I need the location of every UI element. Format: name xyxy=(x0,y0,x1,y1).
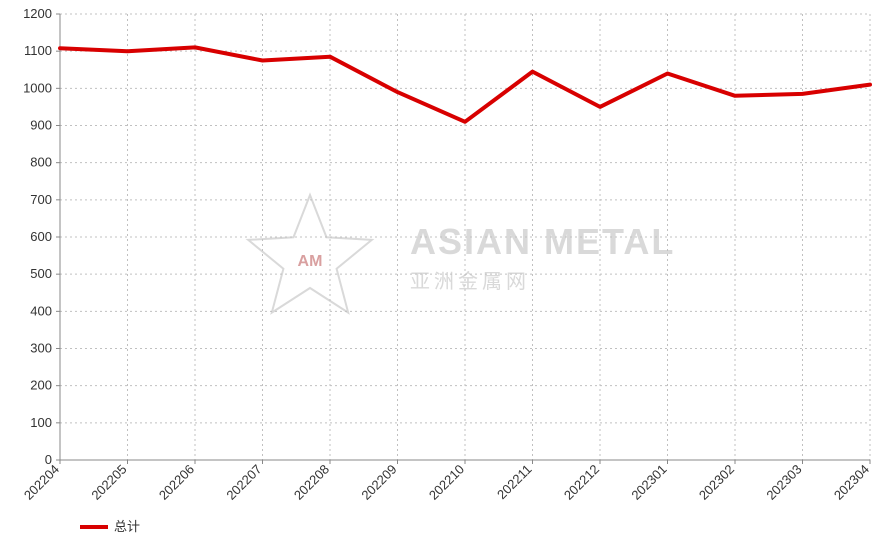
svg-text:500: 500 xyxy=(30,266,52,281)
svg-text:400: 400 xyxy=(30,303,52,318)
legend-label: 总计 xyxy=(114,519,140,534)
svg-text:900: 900 xyxy=(30,118,52,133)
svg-text:700: 700 xyxy=(30,192,52,207)
svg-text:1200: 1200 xyxy=(23,6,52,21)
svg-text:1000: 1000 xyxy=(23,80,52,95)
watermark-main: ASIAN METAL xyxy=(410,221,675,262)
svg-text:1100: 1100 xyxy=(24,43,52,58)
svg-text:100: 100 xyxy=(30,415,52,430)
svg-text:800: 800 xyxy=(30,155,52,170)
svg-text:200: 200 xyxy=(30,378,52,393)
svg-text:600: 600 xyxy=(30,229,52,244)
chart-svg: AMASIAN METAL亚洲金属网0100200300400500600700… xyxy=(0,0,886,548)
legend-swatch xyxy=(80,525,108,529)
watermark-sub: 亚洲金属网 xyxy=(410,270,530,293)
svg-text:300: 300 xyxy=(30,341,52,356)
line-chart: AMASIAN METAL亚洲金属网0100200300400500600700… xyxy=(0,0,886,548)
svg-text:AM: AM xyxy=(298,253,323,270)
